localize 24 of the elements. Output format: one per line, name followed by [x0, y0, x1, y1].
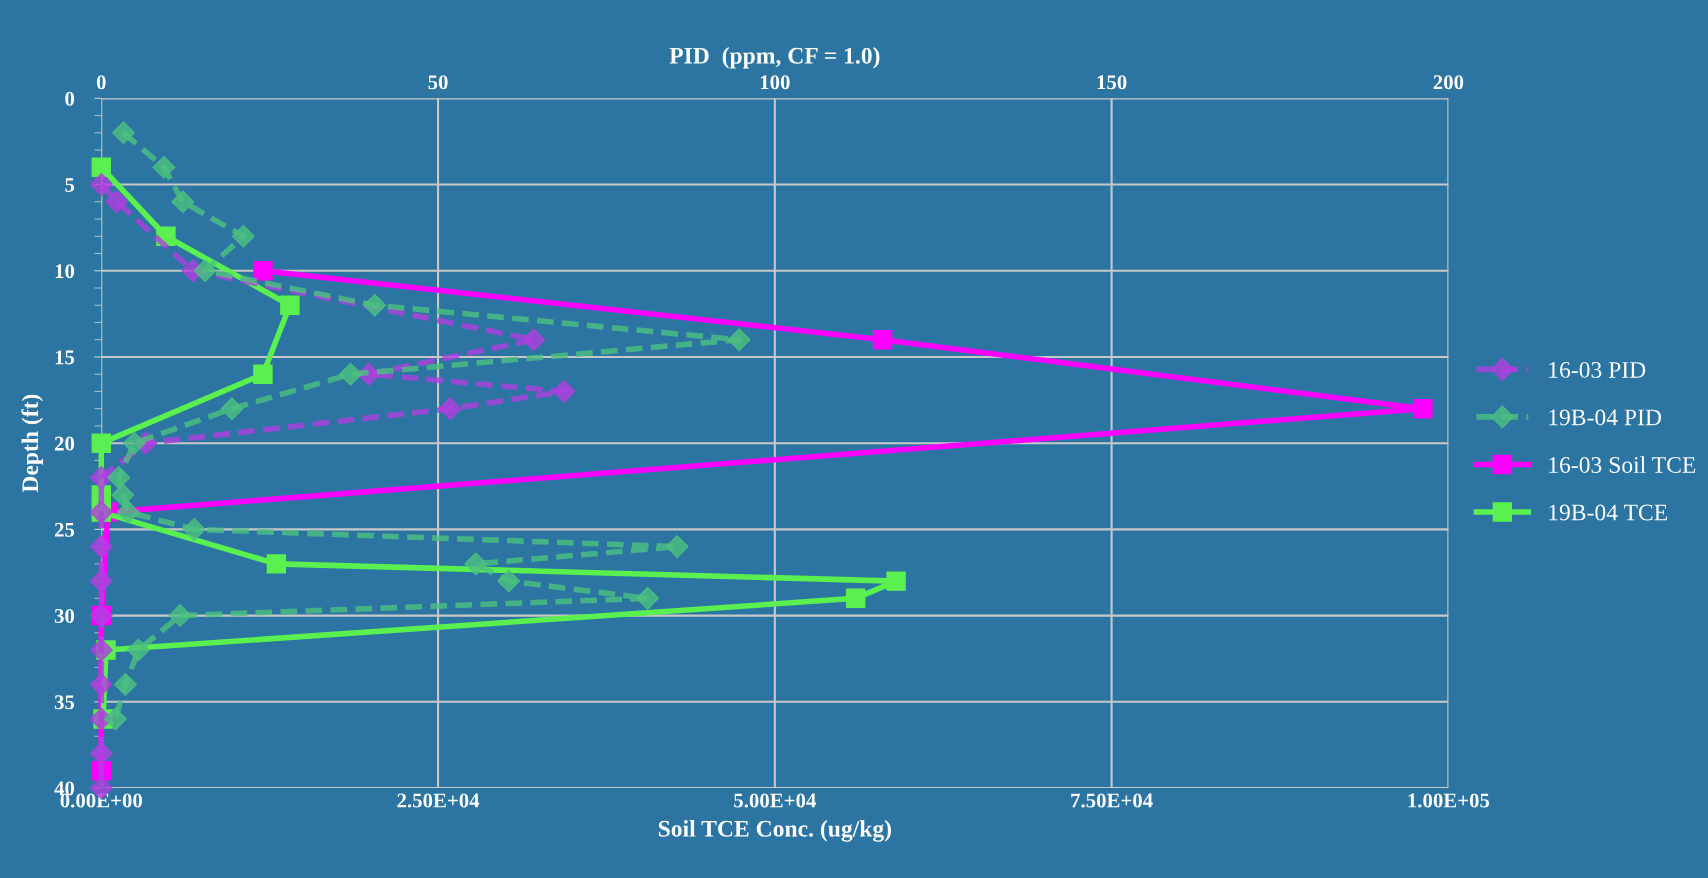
y-axis-title: Depth (ft)	[21, 394, 43, 493]
x2-tick-label: 200	[1433, 75, 1464, 90]
legend-label: 16-03 Soil TCE	[1549, 456, 1696, 473]
y-tick-label: 10	[55, 264, 75, 279]
legend-label: 19B-04 PID	[1549, 409, 1662, 426]
x-tick-label: 2.50E+04	[397, 793, 480, 808]
y-tick-label: 35	[54, 695, 75, 710]
x2-tick-label: 50	[428, 75, 448, 90]
y-tick-label: 30	[54, 608, 75, 624]
x-tick-label: 5.00E+04	[734, 793, 816, 808]
x2-tick-label: 150	[1097, 75, 1127, 90]
legend-label: 16-03 PID	[1549, 361, 1646, 378]
y-tick-label: 0	[65, 91, 75, 106]
x2-tick-label: 100	[760, 75, 790, 90]
y-tick-label: 25	[54, 522, 75, 537]
x2-tick-label: 0	[96, 75, 106, 90]
x2-axis-title: PID (ppm, CF = 1.0)	[669, 47, 880, 69]
legend-label: 19B-04 TCE	[1549, 504, 1667, 521]
y-tick-label: 20	[54, 436, 75, 451]
y-tick-label: 15	[55, 350, 75, 365]
x-tick-label: 1.00E+05	[1408, 793, 1490, 808]
x-axis-title: Soil TCE Conc. (ug/kg)	[658, 820, 892, 842]
y-tick-label: 5	[65, 178, 75, 192]
x-tick-label: 7.50E+04	[1071, 793, 1153, 808]
